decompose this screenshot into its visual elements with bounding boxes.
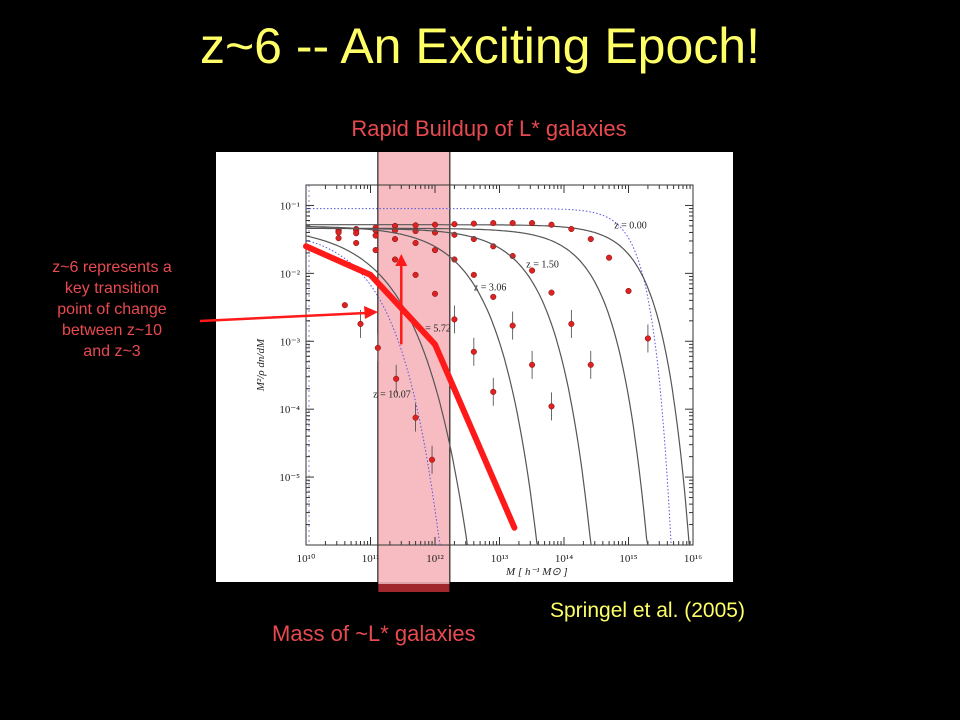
data-point	[509, 322, 516, 329]
annotation-line: z~6 represents a	[52, 259, 172, 276]
highlight-band	[377, 152, 450, 590]
transition-line	[303, 243, 518, 531]
data-point	[372, 247, 379, 254]
annotation-text: z~6 represents a key transition point of…	[26, 257, 198, 362]
source-citation: Springel et al. (2005)	[550, 599, 745, 622]
data-point	[335, 235, 342, 242]
y-axis-label: M²/ρ dn/dM	[255, 338, 267, 392]
data-point	[568, 320, 575, 327]
data-point	[568, 225, 575, 233]
mass-label: Mass of ~L* galaxies	[272, 621, 476, 646]
series-curve	[305, 235, 469, 546]
buildup-arrow-head	[395, 254, 408, 267]
slide-title: z~6 -- An Exciting Epoch!	[199, 18, 760, 74]
data-point	[353, 230, 360, 237]
data-point	[470, 220, 477, 227]
data-point	[625, 287, 632, 295]
data-point	[451, 256, 458, 263]
data-point	[470, 271, 477, 278]
x-tick-label: 10¹⁶	[684, 553, 702, 565]
data-point	[606, 254, 613, 261]
data-point	[587, 235, 594, 243]
series-label: z = 10.07	[373, 390, 411, 401]
x-tick-label: 10¹⁵	[619, 553, 637, 565]
data-point	[412, 227, 419, 235]
x-tick-label: 10¹¹	[362, 553, 380, 565]
x-tick-label: 10¹²	[426, 553, 444, 565]
data-point	[529, 361, 536, 368]
series-curve	[305, 225, 539, 546]
y-tick-label: 10⁻³	[280, 336, 301, 348]
data-point	[490, 388, 497, 395]
y-tick-label: 10⁻¹	[280, 200, 300, 212]
annotation-line: and z~3	[83, 343, 141, 360]
data-point	[548, 221, 555, 228]
dotted-model-curve	[306, 208, 673, 546]
data-point	[529, 267, 536, 274]
data-point	[451, 316, 458, 323]
dotted-model-curve	[305, 239, 441, 546]
data-point	[391, 235, 399, 243]
data-point	[644, 335, 651, 342]
data-point	[529, 220, 536, 227]
data-point	[393, 375, 400, 382]
series-curve	[306, 224, 691, 546]
annotation-pointer-shaft	[199, 311, 367, 323]
data-point	[412, 239, 419, 247]
data-point	[548, 403, 555, 410]
series-label: z = 3.06	[474, 283, 507, 294]
data-point	[372, 232, 379, 239]
data-point	[548, 289, 555, 296]
annotation-line: point of change	[57, 301, 167, 318]
annotation-pointer-head	[364, 306, 378, 319]
slide-subtitle: Rapid Buildup of L* galaxies	[351, 116, 627, 141]
data-point	[490, 220, 497, 227]
data-point	[412, 414, 419, 421]
data-point	[509, 220, 516, 227]
data-point	[412, 222, 419, 229]
data-point	[341, 302, 348, 309]
data-point	[431, 247, 439, 254]
x-tick-label: 10¹⁰	[297, 553, 316, 565]
series-label: z = 5.72	[418, 323, 451, 334]
data-point	[490, 293, 497, 300]
series-label: z = 0.00	[614, 221, 647, 232]
data-point	[353, 239, 360, 247]
y-tick-label: 10⁻⁵	[279, 472, 300, 484]
data-point	[587, 361, 594, 368]
plot-background	[216, 152, 733, 582]
y-tick-label: 10⁻²	[280, 268, 301, 280]
data-point	[451, 221, 458, 228]
x-axis-label: M [ h⁻¹ M⊙ ]	[505, 566, 568, 578]
data-point	[428, 456, 436, 463]
y-tick-label: 10⁻⁴	[279, 404, 300, 416]
annotation-line: between z~10	[61, 322, 163, 339]
data-point	[412, 271, 419, 278]
data-point	[431, 290, 439, 297]
data-point	[391, 256, 399, 263]
x-tick-label: 10¹⁴	[555, 553, 573, 565]
data-point	[335, 229, 342, 236]
data-point	[357, 320, 364, 327]
data-point	[374, 344, 381, 351]
data-point	[431, 221, 439, 228]
data-point	[470, 348, 477, 355]
highlight-band-base	[377, 584, 450, 592]
series-label: z = 1.50	[526, 259, 559, 270]
x-tick-label: 10¹³	[491, 553, 509, 565]
annotation-line: key transition	[64, 280, 160, 297]
